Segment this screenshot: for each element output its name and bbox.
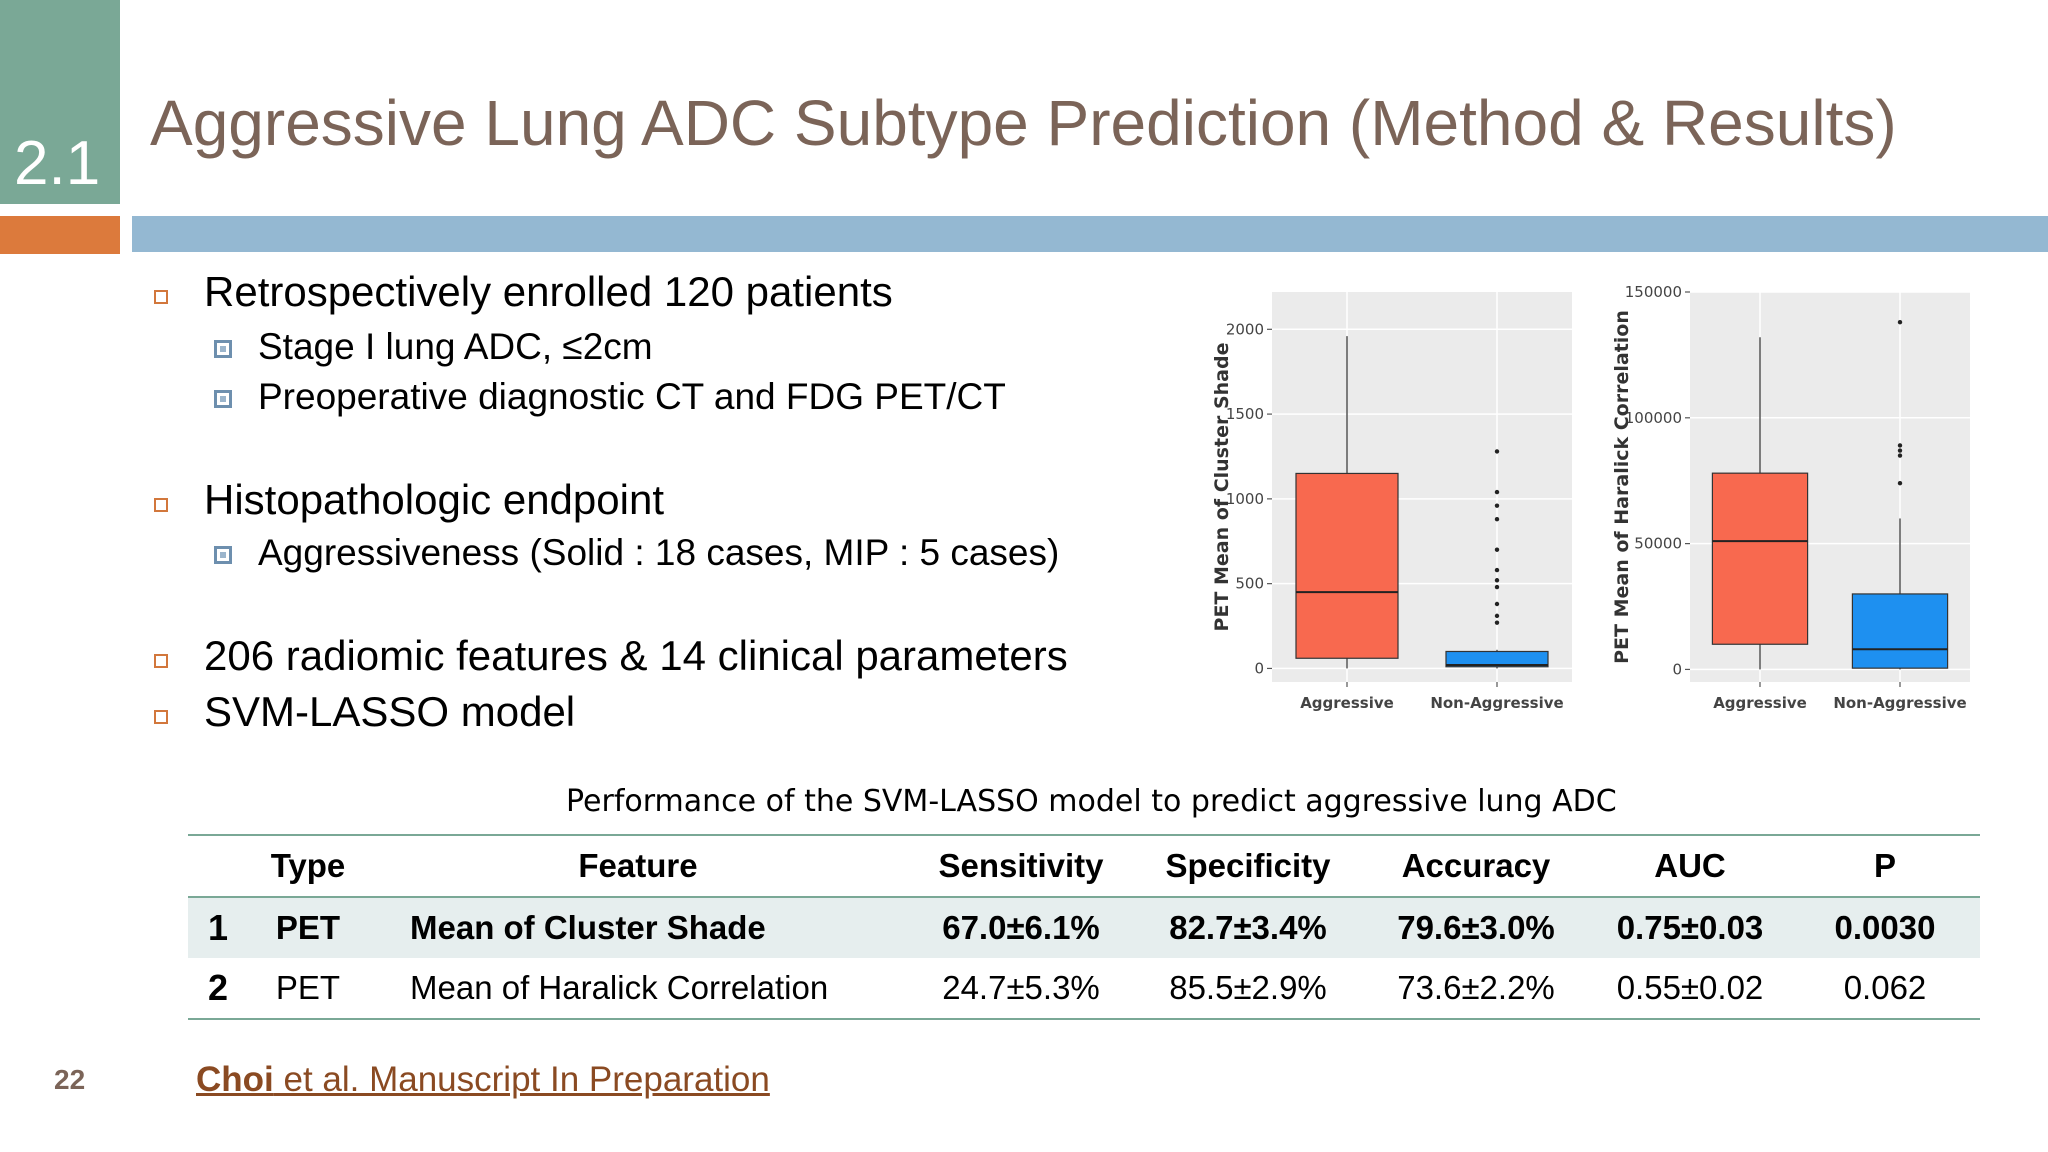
y-axis-label: PET Mean of Haralick Correlation <box>1611 310 1633 664</box>
sub-bullet-text: Aggressiveness (Solid : 18 cases, MIP : … <box>258 532 1060 573</box>
outlier-point <box>1494 567 1500 573</box>
row-index: 1 <box>207 907 229 948</box>
cell-feature: Mean of Cluster Shade <box>410 909 766 946</box>
col-header-p: P <box>1873 847 1896 884</box>
x-tick-label: Aggressive <box>1300 694 1394 712</box>
bullet-text: Histopathologic endpoint <box>204 476 664 523</box>
cell-specificity: 85.5±2.9% <box>1169 969 1327 1006</box>
col-header-sensitivity: Sensitivity <box>938 847 1104 884</box>
bullet-square-icon <box>154 290 168 304</box>
row-index: 2 <box>207 967 229 1008</box>
bullet-text: 206 radiomic features & 14 clinical para… <box>204 632 1068 679</box>
y-tick-label: 150000 <box>1625 283 1682 301</box>
bullet-square-icon <box>154 654 168 668</box>
cell-sensitivity: 67.0±6.1% <box>942 909 1100 946</box>
section-number-box <box>0 0 120 204</box>
box-non-aggressive <box>1851 593 1949 669</box>
box-plot-haralick-correlation: 0 50000 100000 150000 Aggressive Non-Aggressi… <box>1611 283 1970 712</box>
outlier-point <box>1494 578 1500 583</box>
table-header-row: Type Feature Sensitivity Specificity Acc… <box>188 835 1980 897</box>
col-header-accuracy: Accuracy <box>1401 847 1551 884</box>
bullet-text: Retrospectively enrolled 120 patients <box>204 268 893 315</box>
col-header-type: Type <box>270 847 346 884</box>
outlier-point <box>1494 601 1500 607</box>
outlier-point <box>1897 453 1903 458</box>
y-tick-label: 1000 <box>1226 490 1264 508</box>
y-tick-label: 50000 <box>1634 535 1682 553</box>
x-tick-label: Non-Aggressive <box>1430 694 1563 712</box>
outlier-point <box>1897 319 1903 325</box>
box-aggressive <box>1295 472 1399 659</box>
outlier-point <box>1494 613 1500 619</box>
bullet-text: SVM-LASSO model <box>204 688 576 735</box>
accent-bar-blue <box>132 216 2048 252</box>
citation-link[interactable]: Choi et al. Manuscript In Preparation <box>196 1060 770 1100</box>
cell-p: 0.0030 <box>1834 909 1936 946</box>
citation-text[interactable]: et al. Manuscript In Preparation <box>273 1060 770 1099</box>
cell-auc: 0.55±0.02 <box>1616 969 1764 1006</box>
outlier-point <box>1494 489 1500 495</box>
outlier-point <box>1494 449 1500 454</box>
y-axis-label: PET Mean of Cluster Shade <box>1211 343 1233 632</box>
sub-bullet-square-icon <box>214 546 232 564</box>
cell-type: PET <box>275 909 341 946</box>
outlier-point <box>1494 620 1500 625</box>
table-row: 1 PET Mean of Cluster Shade 67.0±6.1% 82… <box>188 897 1980 958</box>
performance-table: Type Feature Sensitivity Specificity Acc… <box>188 834 1980 1020</box>
cell-auc: 0.75±0.03 <box>1616 909 1764 946</box>
y-tick-label: 100000 <box>1625 409 1682 427</box>
cell-feature: Mean of Haralick Correlation <box>410 969 829 1006</box>
outlier-point <box>1897 448 1903 453</box>
box-plot-cluster-shade: 0 500 1000 1500 2000 Aggressive Non-Aggressive… <box>1211 292 1572 712</box>
cell-accuracy: 79.6±3.0% <box>1397 909 1555 946</box>
table-row: 2 PET Mean of Haralick Correlation 24.7±… <box>188 958 1980 1019</box>
col-header-feature: Feature <box>578 847 698 884</box>
section-number: 2.1 <box>14 129 101 198</box>
box-non-aggressive <box>1445 650 1549 668</box>
outlier-point <box>1494 517 1500 522</box>
outlier-point <box>1494 503 1500 508</box>
col-header-index <box>188 835 248 897</box>
outlier-point <box>1494 584 1500 590</box>
sub-bullet-square-icon <box>214 390 232 408</box>
sub-bullet-square-icon <box>214 340 232 358</box>
sub-bullet-text: Stage I lung ADC, ≤2cm <box>258 326 653 367</box>
page-number: 22 <box>54 1064 86 1095</box>
box-aggressive <box>1711 472 1809 645</box>
table-caption: Performance of the SVM-LASSO model to pr… <box>566 784 1617 819</box>
y-tick-label: 0 <box>1672 660 1682 678</box>
y-tick-label: 500 <box>1235 575 1264 593</box>
cell-sensitivity: 24.7±5.3% <box>942 969 1100 1006</box>
cell-type: PET <box>275 969 341 1006</box>
outlier-point <box>1897 481 1903 486</box>
sub-bullet-text: Preoperative diagnostic CT and FDG PET/C… <box>258 376 1006 417</box>
cell-accuracy: 73.6±2.2% <box>1397 969 1555 1006</box>
col-header-specificity: Specificity <box>1165 847 1331 884</box>
y-tick-label: 0 <box>1254 659 1264 677</box>
bullet-square-icon <box>154 710 168 724</box>
box-plots: 0 500 1000 1500 2000 Aggressive Non-Aggressive… <box>1211 283 1970 712</box>
slide-title: Aggressive Lung ADC Subtype Prediction (… <box>150 87 1897 159</box>
y-tick-label: 1500 <box>1226 405 1264 423</box>
x-tick-label: Aggressive <box>1713 694 1807 712</box>
x-tick-label: Non-Aggressive <box>1833 694 1966 712</box>
accent-bar-orange <box>0 216 120 254</box>
outlier-point <box>1897 443 1903 448</box>
col-header-auc: AUC <box>1654 847 1726 884</box>
outlier-point <box>1494 547 1500 552</box>
cell-specificity: 82.7±3.4% <box>1169 909 1327 946</box>
bullet-square-icon <box>154 498 168 512</box>
citation-author[interactable]: Choi <box>196 1060 274 1099</box>
cell-p: 0.062 <box>1843 969 1927 1006</box>
y-tick-label: 2000 <box>1226 320 1264 338</box>
